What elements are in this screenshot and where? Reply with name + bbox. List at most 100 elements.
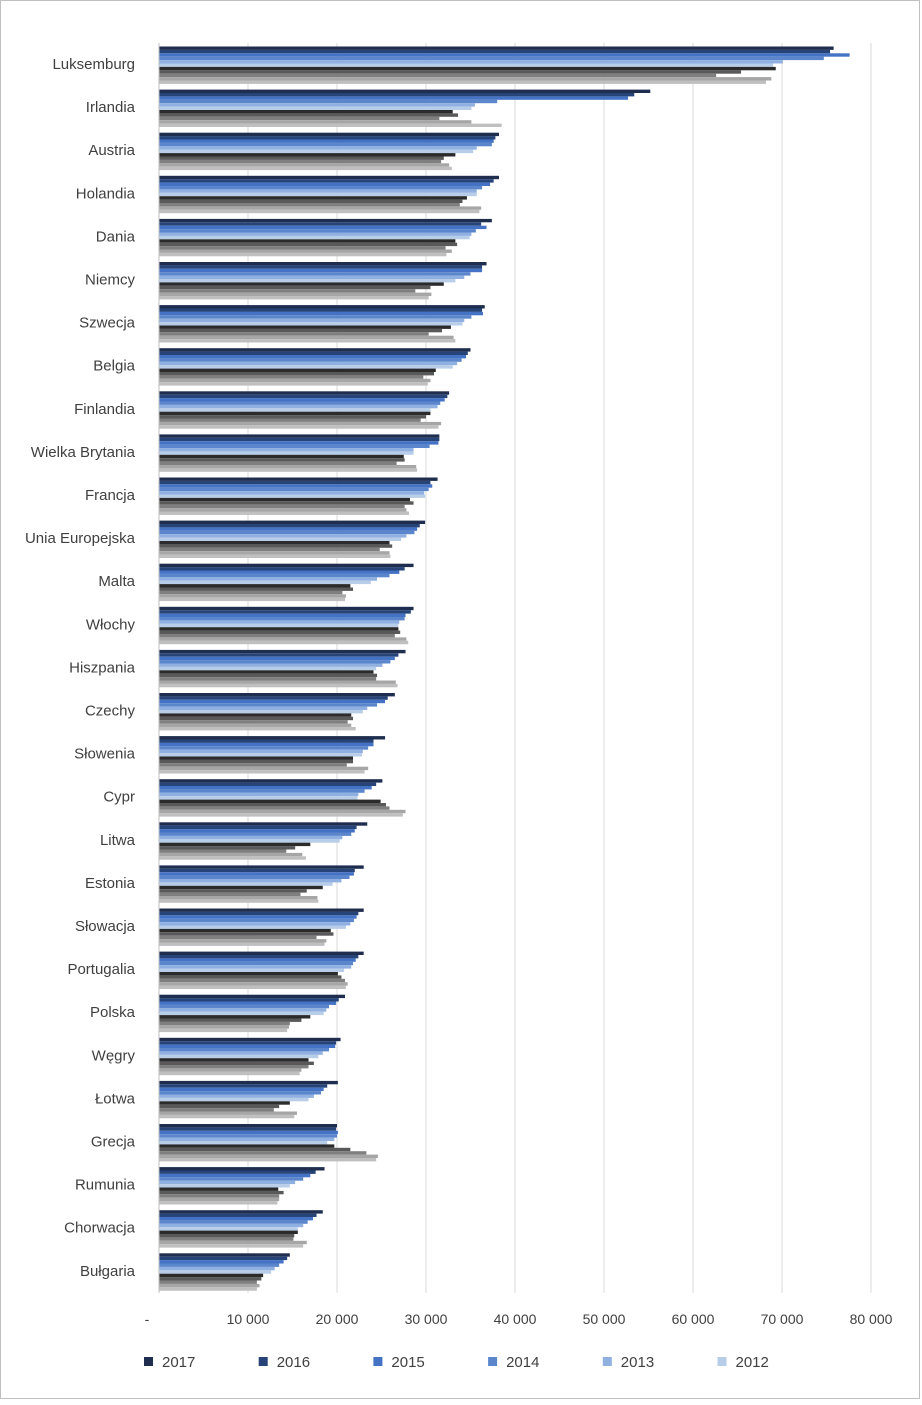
bar-5-10 xyxy=(159,296,429,300)
category-label: Luksemburg xyxy=(52,56,135,73)
bar-10-2 xyxy=(159,484,433,488)
bar-22-9 xyxy=(159,1025,289,1029)
bar-21-8 xyxy=(159,978,346,983)
bar-4-5 xyxy=(159,235,470,240)
bar-12-6 xyxy=(159,584,351,588)
bar-14-6 xyxy=(159,670,374,674)
bar-19-0 xyxy=(159,865,364,869)
bar-9-2 xyxy=(159,441,439,445)
bar-25-2 xyxy=(159,1130,338,1135)
x-tick-label: 40 000 xyxy=(494,1311,537,1327)
bar-27-4 xyxy=(159,1223,304,1228)
bar-7-7 xyxy=(159,372,435,376)
bar-3-4 xyxy=(159,189,477,193)
bar-20-0 xyxy=(159,908,364,912)
bar-24-2 xyxy=(159,1087,324,1092)
bar-28-5 xyxy=(159,1270,272,1274)
bar-4-6 xyxy=(159,239,456,243)
bar-3-1 xyxy=(159,179,494,183)
bar-3-0 xyxy=(159,175,499,180)
bar-2-1 xyxy=(159,136,496,140)
bar-17-3 xyxy=(159,789,365,793)
category-label: Francja xyxy=(85,487,136,504)
bar-22-7 xyxy=(159,1018,302,1022)
bar-26-2 xyxy=(159,1173,311,1178)
bar-5-9 xyxy=(159,292,432,296)
bar-24-4 xyxy=(159,1094,314,1098)
bar-23-4 xyxy=(159,1051,323,1055)
x-tick-label: 30 000 xyxy=(405,1311,448,1327)
bar-28-4 xyxy=(159,1266,275,1271)
bar-25-9 xyxy=(159,1154,378,1158)
bar-16-1 xyxy=(159,739,374,743)
bar-8-3 xyxy=(159,401,441,405)
bars xyxy=(159,46,850,1291)
bar-28-1 xyxy=(159,1256,288,1261)
legend: 2017 2016 2015 2014 2013 2012 xyxy=(144,1354,769,1371)
bar-14-10 xyxy=(159,683,398,688)
bar-19-2 xyxy=(159,872,354,876)
bar-27-6 xyxy=(159,1230,298,1234)
bar-1-10 xyxy=(159,123,502,127)
bar-2-2 xyxy=(159,139,494,143)
bar-4-4 xyxy=(159,232,472,236)
category-label: Chorwacja xyxy=(64,1220,136,1237)
bar-1-9 xyxy=(159,120,472,124)
bar-14-8 xyxy=(159,677,377,681)
bar-3-9 xyxy=(159,206,482,210)
bar-0-7 xyxy=(159,70,742,74)
category-label: Portugalia xyxy=(67,961,135,978)
bar-0-4 xyxy=(159,60,783,64)
bar-15-3 xyxy=(159,703,378,707)
bar-13-2 xyxy=(159,613,406,617)
bar-12-9 xyxy=(159,594,346,598)
bar-15-6 xyxy=(159,713,352,717)
bar-18-5 xyxy=(159,839,340,843)
bar-26-5 xyxy=(159,1184,290,1188)
bar-12-8 xyxy=(159,590,343,595)
bar-21-9 xyxy=(159,982,348,986)
bar-28-2 xyxy=(159,1260,284,1264)
bar-1-7 xyxy=(159,113,459,117)
bar-23-7 xyxy=(159,1061,314,1065)
legend-swatch xyxy=(717,1357,727,1366)
bar-10-5 xyxy=(159,494,426,498)
bar-8-5 xyxy=(159,408,431,412)
bar-24-6 xyxy=(159,1101,290,1105)
bar-6-2 xyxy=(159,311,483,316)
bar-25-6 xyxy=(159,1144,335,1148)
x-tick-label: 70 000 xyxy=(761,1311,804,1327)
category-label: Dania xyxy=(96,228,136,245)
bar-0-3 xyxy=(159,56,824,61)
bar-11-1 xyxy=(159,524,420,528)
bar-19-4 xyxy=(159,879,342,883)
category-label: Szwecja xyxy=(79,315,136,332)
x-tick-labels: - 10 000 20 000 30 000 40 000 50 000 60 000 70 … xyxy=(145,1311,893,1327)
bar-21-7 xyxy=(159,975,342,979)
bar-8-0 xyxy=(159,391,450,395)
bar-21-5 xyxy=(159,968,345,972)
bar-11-8 xyxy=(159,547,380,552)
bar-24-3 xyxy=(159,1091,321,1095)
bar-24-9 xyxy=(159,1111,297,1115)
bar-7-9 xyxy=(159,378,431,383)
x-tick-label: 10 000 xyxy=(227,1311,270,1327)
bar-19-5 xyxy=(159,882,333,886)
bar-27-1 xyxy=(159,1213,317,1217)
bar-4-9 xyxy=(159,249,452,253)
bar-5-8 xyxy=(159,289,416,293)
bar-0-2 xyxy=(159,53,850,57)
bar-1-4 xyxy=(159,103,475,107)
bar-14-4 xyxy=(159,663,383,667)
category-labels: Luksemburg Irlandia Austria Holandia Dania Ni… xyxy=(25,56,136,1280)
bar-9-7 xyxy=(159,458,405,462)
bar-10-4 xyxy=(159,491,425,495)
bar-7-0 xyxy=(159,348,471,352)
bar-17-1 xyxy=(159,782,377,786)
bar-9-9 xyxy=(159,465,417,469)
bar-17-9 xyxy=(159,809,406,814)
bar-3-5 xyxy=(159,192,477,197)
bar-9-0 xyxy=(159,434,440,438)
bar-22-3 xyxy=(159,1004,329,1009)
category-label: Bułgaria xyxy=(80,1263,136,1280)
